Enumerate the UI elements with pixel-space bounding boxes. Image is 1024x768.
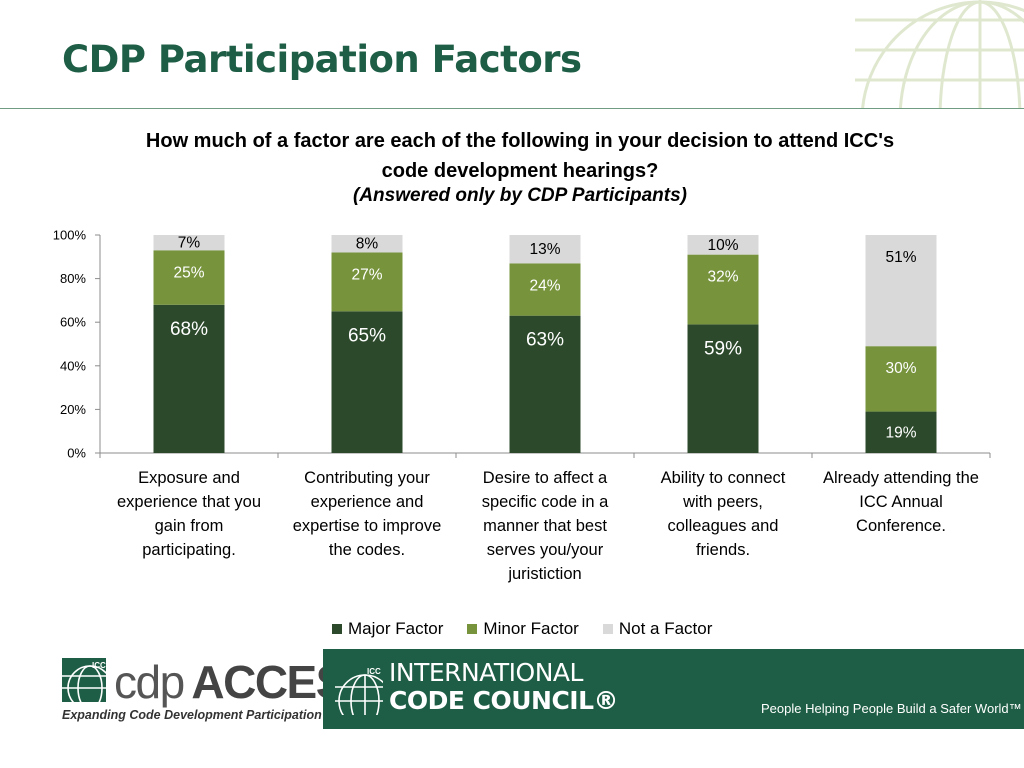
bar-not-4 [687, 235, 759, 255]
data-label-not-3: 13% [529, 241, 560, 258]
y-tick-label: 20% [60, 402, 86, 417]
legend-swatch-minor [467, 624, 478, 634]
data-label-minor-5: 30% [885, 360, 916, 377]
cdp-globe-icon: ICC [62, 658, 106, 702]
icc-wordmark: INTERNATIONAL CODE COUNCIL® [389, 658, 619, 715]
legend-label-not: Not a Factor [618, 619, 713, 638]
chart-subtitle: (Answered only by CDP Participants) [353, 185, 687, 206]
category-label-line: expertise to improve [292, 517, 442, 535]
data-label-minor-1: 25% [173, 264, 204, 281]
category-label-line: serves you/your [486, 541, 604, 559]
data-label-not-5: 51% [885, 249, 916, 266]
data-label-minor-4: 32% [707, 269, 738, 286]
category-label-5: Already attending the ICC Annual Conferenc… [812, 466, 990, 538]
bar-minor-2 [331, 252, 403, 312]
category-label-line: experience that you [116, 493, 261, 511]
bar-not-5 [865, 235, 937, 347]
y-tick-label: 60% [60, 315, 86, 330]
data-label-minor-2: 27% [351, 266, 382, 283]
data-label-minor-3: 24% [529, 277, 560, 294]
icc-globe-icon: ICC [335, 667, 383, 715]
category-label-line: Contributing your [304, 469, 430, 487]
bar-not-3 [509, 235, 581, 264]
category-label-line: Conference. [856, 517, 946, 535]
icc-name-line2: CODE COUNCIL® [389, 686, 619, 715]
category-label-2: Contributing your experience and expertise… [278, 466, 456, 562]
legend-item-major: Major Factor [332, 619, 443, 639]
page-title: CDP Participation Factors [62, 38, 582, 81]
bar-minor-4 [687, 254, 759, 325]
category-label-line: Exposure and [138, 469, 240, 487]
category-label-line: with peers, [683, 493, 763, 511]
category-label-3: Desire to affect a specific code in a mann… [456, 466, 634, 586]
legend-item-not: Not a Factor [602, 619, 713, 639]
bar-minor-1 [153, 250, 225, 305]
chart-title: How much of a factor are each of the fol… [145, 130, 895, 182]
cdp-access-logo: ICC cdp ACCESS Expanding Code Developmen… [62, 656, 376, 726]
bar-major-3 [509, 315, 581, 453]
bar-major-5 [865, 411, 937, 453]
category-label-line: Desire to affect a [482, 469, 608, 487]
category-label-line: the codes. [328, 541, 406, 559]
y-tick-label: 40% [60, 358, 86, 373]
legend-swatch-major [332, 624, 342, 634]
icc-name-line1: INTERNATIONAL [389, 658, 583, 687]
chart-legend: Major Factor Minor Factor Not a Factor [332, 619, 712, 639]
category-label-line: colleagues and [667, 517, 779, 535]
legend-label-minor: Minor Factor [483, 619, 579, 638]
category-label-line: Ability to connect [660, 469, 786, 487]
stacked-bar-chart: 0% 20% 40% 60% 80% 100% 68% 25% 7% 65% 27% 8% 63% 24%… [53, 228, 991, 461]
data-label-not-1: 7% [178, 235, 201, 252]
title-divider [0, 108, 1024, 109]
category-label-line: experience and [310, 493, 424, 511]
data-label-not-2: 8% [356, 236, 379, 253]
icc-footer-band: ICC INTERNATIONAL CODE COUNCIL® People H… [323, 649, 1024, 729]
data-label-major-2: 65% [348, 325, 386, 346]
bar-major-4 [687, 324, 759, 453]
category-label-line: juristiction [508, 565, 582, 583]
y-tick-label: 80% [60, 271, 86, 286]
data-label-major-4: 59% [704, 338, 742, 359]
category-label-line: ICC Annual [859, 493, 943, 511]
bar-not-2 [331, 235, 403, 253]
y-tick-label: 0% [67, 446, 86, 461]
bar-minor-3 [509, 263, 581, 316]
category-label-line: friends. [695, 541, 751, 559]
bar-major-2 [331, 311, 403, 453]
bar-not-1 [153, 235, 225, 251]
y-tick-label: 100% [53, 228, 87, 243]
cdp-tagline: Expanding Code Development Participation [62, 708, 322, 722]
cdp-mark-text: ICC [92, 661, 106, 670]
cdp-word-light: cdp [114, 656, 185, 708]
bar-minor-5 [865, 346, 937, 412]
legend-label-major: Major Factor [348, 619, 444, 638]
category-label-line: manner that best [483, 517, 607, 535]
icc-mark-text: ICC [367, 667, 381, 676]
legend-swatch-not [602, 624, 613, 634]
data-label-not-4: 10% [707, 237, 738, 254]
category-label-line: Already attending the [823, 469, 979, 487]
data-label-major-1: 68% [170, 319, 208, 340]
category-label-4: Ability to connect with peers, colleagues … [634, 466, 812, 562]
category-label-line: specific code in a [481, 493, 609, 511]
category-label-line: gain from [154, 517, 224, 535]
globe-grid-icon [855, 0, 1024, 108]
category-label-line: participating. [142, 541, 236, 559]
data-label-major-3: 63% [526, 330, 564, 351]
bar-major-1 [153, 304, 225, 453]
icc-tagline: People Helping People Build a Safer Worl… [761, 701, 1022, 716]
legend-item-minor: Minor Factor [467, 619, 579, 639]
data-label-major-5: 19% [885, 424, 916, 441]
category-label-1: Exposure and experience that you gain from… [100, 466, 278, 562]
